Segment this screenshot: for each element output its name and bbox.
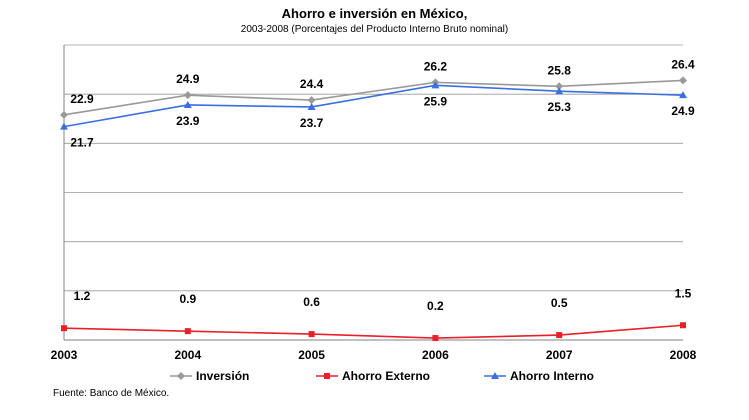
point-ahorro-externo: [61, 325, 67, 332]
point-ahorro-interno: [60, 122, 68, 130]
data-label: 25.9: [424, 94, 448, 108]
data-label: 23.7: [300, 116, 324, 130]
source-note: Fuente: Banco de México.: [53, 388, 170, 399]
data-label: 0.2: [427, 299, 444, 313]
legend-marker: [177, 372, 185, 380]
data-label: 0.5: [551, 296, 568, 310]
data-label: 21.7: [70, 136, 94, 150]
x-tick-label: 2006: [422, 348, 449, 362]
data-label: 25.8: [548, 63, 572, 77]
point-ahorro-externo: [680, 322, 686, 329]
point-ahorro-externo: [556, 332, 563, 339]
x-tick-labels: 2003 2004 2005 2006 2007 2008: [51, 348, 697, 362]
chart-title: Ahorro e inversión en México,: [281, 6, 468, 21]
data-label: 25.3: [548, 100, 572, 114]
series-line-ahorro-interno: [63, 84, 684, 128]
data-label: 22.9: [70, 92, 94, 106]
x-tick-label: 2003: [51, 348, 78, 362]
x-tick-label: 2004: [174, 348, 201, 362]
data-labels: 22.9 24.9 24.4 26.2 25.8 26.4 1.2 0.9 0.6 0.2 0.5 1…: [70, 57, 695, 313]
legend-label: Ahorro Interno: [510, 369, 594, 383]
point-inversi-n: [183, 91, 192, 100]
point-inversi-n: [307, 96, 316, 105]
data-label: 24.9: [176, 72, 200, 86]
data-label: 1.2: [74, 289, 91, 303]
series-lines: [60, 76, 687, 342]
data-label: 24.9: [671, 104, 695, 118]
x-tick-label: 2007: [546, 348, 573, 362]
chart-subtitle: 2003-2008 (Porcentajes del Producto Inte…: [240, 24, 509, 35]
legend-marker: [324, 373, 330, 379]
point-inversi-n: [679, 76, 687, 85]
point-ahorro-externo: [308, 331, 315, 338]
data-label: 0.9: [179, 292, 196, 306]
data-label: 23.9: [176, 114, 200, 128]
series-line-inversi-n: [63, 79, 684, 116]
axes: [63, 45, 683, 341]
data-label: 26.2: [424, 59, 448, 73]
data-label: 24.4: [300, 77, 324, 91]
point-ahorro-interno: [679, 91, 687, 99]
point-ahorro-externo: [184, 328, 191, 335]
x-tick-label: 2008: [670, 348, 697, 362]
point-ahorro-interno: [431, 81, 440, 89]
data-label: 0.6: [303, 295, 320, 309]
point-ahorro-interno: [307, 102, 316, 110]
data-label: 26.4: [671, 57, 695, 71]
gridlines: [64, 44, 683, 292]
point-ahorro-externo: [432, 335, 439, 342]
legend: Inversión Ahorro Externo Ahorro Interno: [170, 369, 594, 383]
series-line-ahorro-externo: [63, 324, 684, 339]
x-tick-label: 2005: [298, 348, 325, 362]
point-ahorro-interno: [183, 100, 192, 108]
point-inversi-n: [555, 82, 564, 91]
legend-label: Ahorro Externo: [342, 369, 430, 383]
data-label: 1.5: [675, 286, 692, 300]
legend-label: Inversión: [196, 369, 249, 383]
point-inversi-n: [60, 110, 68, 119]
point-ahorro-interno: [555, 87, 564, 95]
legend-marker: [491, 372, 499, 379]
